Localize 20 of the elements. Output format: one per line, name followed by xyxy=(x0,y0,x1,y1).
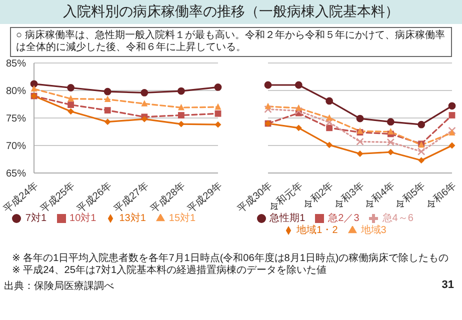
legend-label: 地域3 xyxy=(360,225,386,236)
y-tick-label: 80% xyxy=(6,86,26,98)
text: 31 xyxy=(442,279,454,293)
legend-label: 10対1 xyxy=(70,213,96,224)
y-tick-label: 85% xyxy=(6,58,26,70)
y-tick-label: 75% xyxy=(6,114,26,125)
source-note: 出典：保険局医療課調べ xyxy=(4,280,114,293)
legend-label: 急性期1 xyxy=(270,213,306,224)
legend-label: 急4～6 xyxy=(382,213,414,224)
y-tick-label: 65% xyxy=(6,168,26,180)
legend-label: 13対1 xyxy=(119,213,146,224)
legend-label: 地域1・2 xyxy=(296,225,338,236)
legend-label: 急2／3 xyxy=(328,213,360,224)
text: ○ 病床稼働率は、急性期一般入院料１が最も高い。令和２年から令和５年にかけて、病床稼働率は全体的に減少した後、令和６年に上昇している。 xyxy=(10,27,452,57)
chart-title: 入院料別の病床稼働率の推移（一般病棟入院基本料） xyxy=(0,0,462,24)
y-tick-label: 70% xyxy=(6,141,26,152)
legend-label: 7対1 xyxy=(25,213,47,224)
text: ※ 平成24、25年は7対1入院基本料の経過措置病棟のデータを除いた値 xyxy=(11,265,328,277)
text: ※ 各年の1日平均入院患者数を各年7月1日時点(令和06年度は8月1日時点)の稼働病床で除したもの xyxy=(11,253,450,264)
legend-label: 15対1 xyxy=(168,213,196,224)
